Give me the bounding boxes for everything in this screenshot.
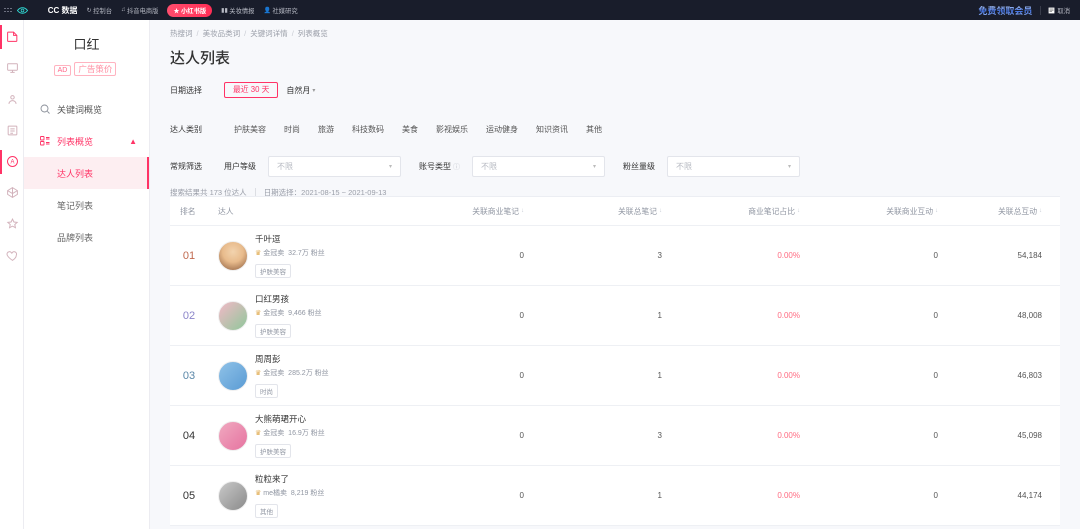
svg-text:A: A: [10, 160, 14, 166]
